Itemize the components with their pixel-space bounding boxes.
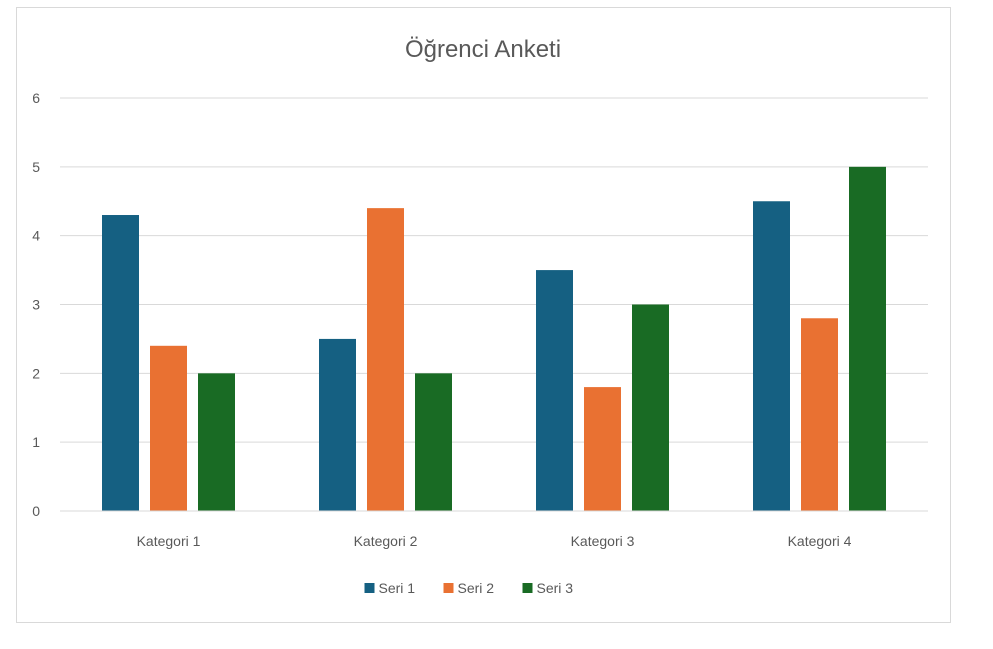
y-tick-label: 5 (32, 159, 40, 175)
x-tick-label: Kategori 1 (137, 533, 201, 549)
chart-title: Öğrenci Anketi (405, 36, 561, 63)
bar-seri-2-kategori-4 (801, 318, 838, 511)
bar-seri-1-kategori-1 (102, 215, 139, 511)
y-axis-ticks: 0 1 2 3 4 5 6 (32, 90, 40, 519)
legend-label: Seri 2 (458, 580, 495, 596)
y-tick-label: 3 (32, 297, 40, 313)
x-tick-label: Kategori 4 (788, 533, 852, 549)
legend-label: Seri 1 (379, 580, 416, 596)
bar-seri-3-kategori-1 (198, 373, 235, 511)
x-tick-label: Kategori 2 (354, 533, 418, 549)
y-tick-label: 4 (32, 228, 40, 244)
y-tick-label: 6 (32, 90, 40, 106)
y-tick-label: 1 (32, 434, 40, 450)
bar-seri-2-kategori-2 (367, 208, 404, 511)
bar-seri-3-kategori-2 (415, 373, 452, 511)
bar-seri-2-kategori-3 (584, 387, 621, 511)
bar-seri-3-kategori-4 (849, 166, 886, 512)
y-tick-label: 2 (32, 365, 40, 381)
legend: Seri 1 Seri 2 Seri 3 (364, 580, 574, 596)
bars (102, 166, 886, 512)
bar-seri-1-kategori-4 (753, 201, 790, 511)
bar-seri-2-kategori-1 (150, 345, 187, 511)
legend-label: Seri 3 (537, 580, 574, 596)
bar-seri-1-kategori-3 (536, 270, 573, 511)
legend-swatch (443, 583, 454, 593)
x-axis-ticks: Kategori 1 Kategori 2 Kategori 3 Kategori 4 (137, 533, 852, 549)
y-tick-label: 0 (32, 503, 40, 519)
bar-seri-1-kategori-2 (319, 338, 356, 511)
bar-seri-3-kategori-3 (632, 304, 669, 511)
chart-frame (16, 7, 951, 623)
gridlines (60, 97, 928, 443)
legend-swatch (364, 583, 375, 593)
legend-swatch (522, 583, 533, 593)
x-tick-label: Kategori 3 (571, 533, 635, 549)
